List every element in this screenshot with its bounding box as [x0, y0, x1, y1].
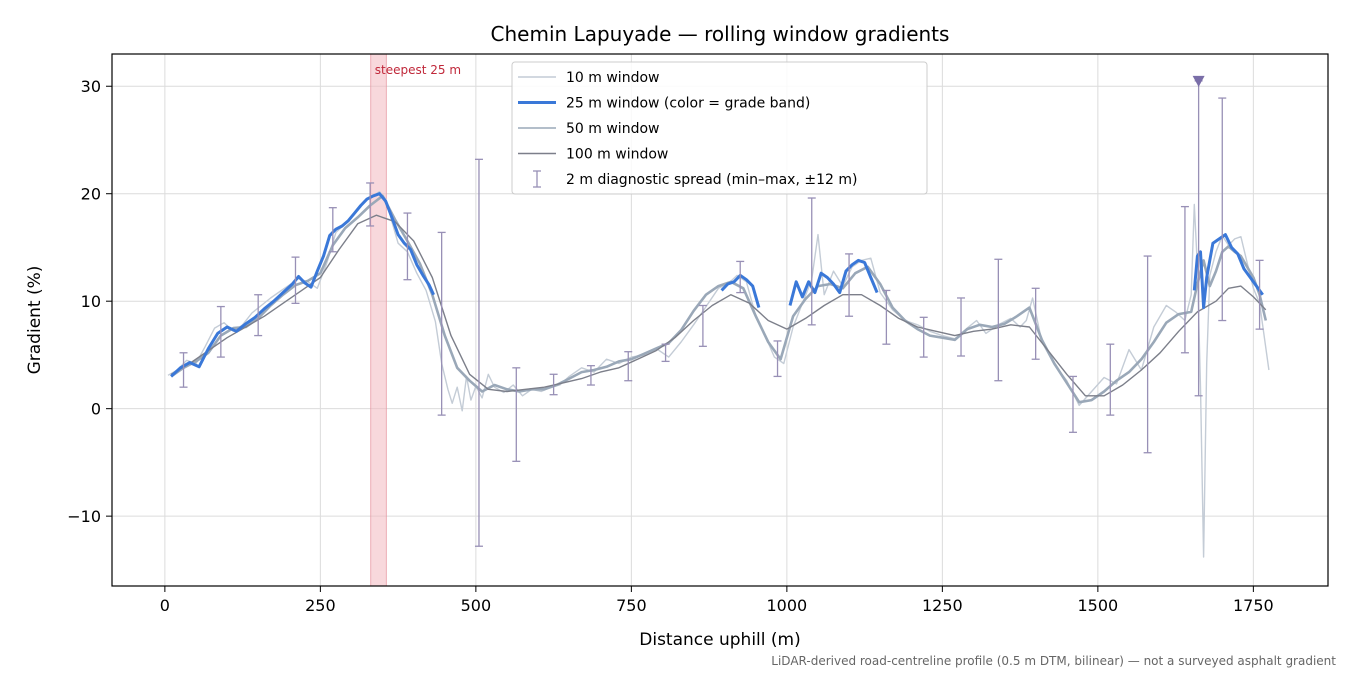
spread-bar-5: [366, 182, 375, 227]
steepest-segment-band: steepest 25 m: [370, 53, 461, 587]
spread-bar-12: [624, 351, 633, 382]
peak-marker: [1192, 75, 1205, 87]
spread-bar-16: [773, 340, 782, 378]
spread-bar-3: [291, 256, 300, 304]
diagnostic-spread-errorbars: [179, 80, 1264, 547]
spread-bar-6: [403, 212, 412, 281]
spread-bar-8: [474, 158, 483, 547]
plot-frame: [111, 53, 1329, 587]
x-tick-label-6: 1500: [1078, 596, 1119, 615]
legend-swatch-spread: [533, 170, 541, 188]
series-25m-segment-2: [788, 258, 879, 306]
legend: 10 m window 25 m window (color = grade b…: [511, 61, 928, 195]
footnote: LiDAR-derived road-centreline profile (0…: [771, 654, 1336, 668]
y-tick-label-2: 10: [81, 292, 101, 311]
spread-bar-0: [179, 352, 188, 388]
spread-bar-9: [512, 367, 521, 462]
x-tick-label-5: 1250: [922, 596, 963, 615]
chart-title: Chemin Lapuyade — rolling window gradien…: [491, 22, 950, 46]
series-25m-segment-0: [170, 192, 435, 378]
marker: [1192, 75, 1205, 87]
steepest-25m-highlight: [370, 53, 387, 587]
spread-bar-15: [736, 260, 745, 294]
legend-label-100m: 100 m window: [566, 147, 668, 163]
series-50m-line: [170, 194, 1268, 404]
spread-bar-19: [882, 289, 891, 345]
spread-bar-10: [549, 373, 558, 396]
x-tick-label-7: 1750: [1233, 596, 1274, 615]
x-tick-label-3: 750: [616, 596, 647, 615]
x-tick-label-0: 0: [160, 596, 170, 615]
legend-box: [511, 61, 928, 195]
spread-bar-23: [1031, 287, 1040, 360]
y-axis-label: Gradient (%): [25, 266, 45, 375]
series-100m-line: [170, 214, 1267, 397]
spread-bar-11: [586, 365, 595, 386]
legend-label-50m: 50 m window: [566, 121, 659, 137]
spread-bar-7: [437, 231, 446, 416]
spread-bar-2: [254, 294, 263, 337]
spread-bar-1: [216, 305, 225, 358]
spread-bar-4: [328, 207, 337, 253]
y-axis-ticks: −10 0 10 20 30: [67, 77, 112, 526]
spread-bar-18: [845, 253, 854, 317]
spread-bar-29: [1218, 97, 1227, 322]
x-axis-ticks: 0 250 500 750 1000 1250 1500 1750: [160, 586, 1274, 615]
spread-bar-25: [1106, 343, 1115, 416]
spread-bar-17: [807, 197, 816, 326]
x-tick-label-4: 1000: [767, 596, 808, 615]
spread-bar-30: [1255, 259, 1264, 330]
legend-label-10m: 10 m window: [566, 70, 659, 86]
y-tick-label-3: 20: [81, 185, 101, 204]
x-axis-label: Distance uphill (m): [639, 630, 800, 650]
legend-label-25m: 25 m window (color = grade band): [566, 96, 810, 112]
y-tick-label-0: −10: [67, 507, 101, 526]
spread-bar-21: [957, 297, 966, 357]
spread-bar-26: [1143, 255, 1152, 454]
legend-label-spread: 2 m diagnostic spread (min–max, ±12 m): [566, 172, 857, 188]
x-tick-label-1: 250: [305, 596, 336, 615]
x-tick-label-2: 500: [461, 596, 492, 615]
spread-bar-14: [698, 304, 707, 347]
spread-bar-13: [661, 343, 670, 363]
spread-bar-27: [1180, 205, 1189, 354]
spread-bar-20: [919, 316, 928, 358]
y-tick-label-1: 0: [91, 400, 101, 419]
steepest-25m-label: steepest 25 m: [375, 63, 461, 77]
spread-bar-24: [1068, 375, 1077, 433]
spread-bar-22: [994, 258, 1003, 382]
y-tick-label-4: 30: [81, 77, 101, 96]
